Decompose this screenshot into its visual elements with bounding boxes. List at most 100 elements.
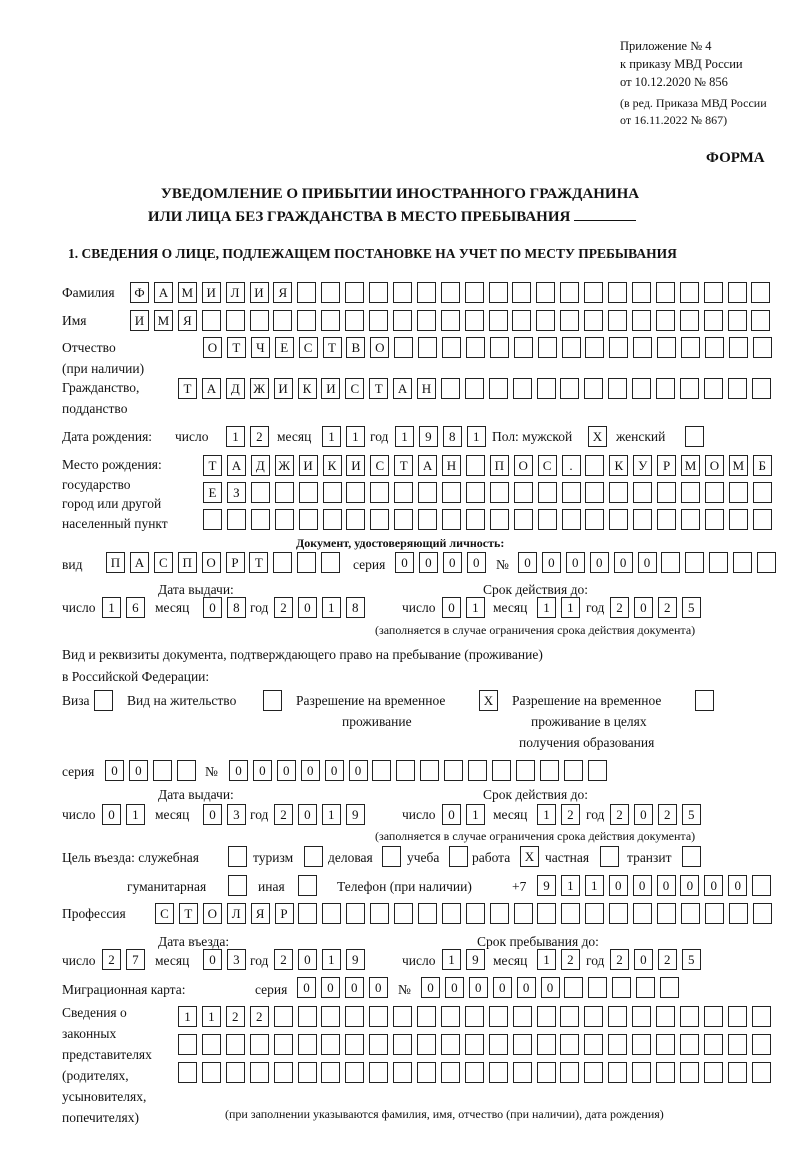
char-box[interactable]	[297, 282, 317, 303]
char-box[interactable]	[679, 1034, 699, 1055]
char-box[interactable]	[560, 310, 580, 331]
char-box[interactable]: К	[322, 455, 342, 476]
char-box[interactable]: З	[226, 482, 246, 503]
char-box[interactable]	[703, 378, 723, 399]
char-box[interactable]	[513, 903, 533, 924]
char-box[interactable]	[685, 552, 705, 573]
char-box[interactable]	[636, 977, 656, 998]
char-box[interactable]: У	[633, 455, 653, 476]
char-box[interactable]: 0	[203, 597, 222, 618]
char-box[interactable]	[561, 509, 581, 530]
char-box[interactable]: Р	[657, 455, 677, 476]
checkbox[interactable]	[94, 690, 113, 711]
char-box[interactable]: .	[561, 455, 581, 476]
char-box[interactable]	[393, 1062, 413, 1083]
char-box[interactable]: 9	[537, 875, 556, 896]
char-box[interactable]	[178, 1034, 197, 1055]
char-box[interactable]	[563, 760, 583, 781]
char-box[interactable]: 0	[105, 760, 124, 781]
char-box[interactable]: 0	[344, 977, 364, 998]
char-box[interactable]: Р	[225, 552, 245, 573]
char-box[interactable]: С	[345, 378, 365, 399]
char-box[interactable]	[321, 282, 341, 303]
char-box[interactable]	[369, 1062, 389, 1083]
char-box[interactable]: 3	[226, 949, 246, 970]
char-box[interactable]: Л	[225, 282, 245, 303]
char-box[interactable]	[201, 310, 221, 331]
char-box[interactable]	[560, 1034, 580, 1055]
char-box[interactable]	[441, 903, 461, 924]
char-box[interactable]	[560, 1062, 580, 1083]
char-box[interactable]	[465, 337, 485, 358]
char-box[interactable]: Я	[250, 903, 270, 924]
char-box[interactable]: 5	[681, 949, 701, 970]
char-box[interactable]: 2	[560, 949, 580, 970]
char-box[interactable]	[631, 310, 651, 331]
char-box[interactable]: 9	[418, 426, 438, 447]
char-box[interactable]	[536, 1062, 556, 1083]
char-box[interactable]: 1	[465, 804, 485, 825]
char-box[interactable]: 0	[442, 804, 461, 825]
char-box[interactable]	[394, 337, 414, 358]
char-box[interactable]: 0	[633, 804, 653, 825]
char-box[interactable]	[656, 903, 676, 924]
char-box[interactable]	[609, 482, 629, 503]
char-box[interactable]	[416, 282, 436, 303]
char-box[interactable]	[512, 378, 532, 399]
char-box[interactable]: А	[201, 378, 221, 399]
char-box[interactable]	[369, 282, 388, 303]
char-box[interactable]	[679, 378, 699, 399]
char-box[interactable]	[608, 378, 628, 399]
char-box[interactable]	[539, 760, 559, 781]
char-box[interactable]: 2	[274, 949, 293, 970]
char-box[interactable]	[733, 552, 753, 573]
char-box[interactable]	[440, 310, 460, 331]
char-box[interactable]: 0	[637, 552, 657, 573]
char-box[interactable]: 0	[728, 875, 748, 896]
char-box[interactable]: 1	[537, 597, 556, 618]
char-box[interactable]	[704, 509, 724, 530]
char-box[interactable]	[489, 509, 509, 530]
char-box[interactable]	[418, 509, 438, 530]
char-box[interactable]	[631, 282, 651, 303]
char-box[interactable]: 2	[249, 1006, 269, 1027]
checkbox[interactable]	[298, 875, 317, 896]
char-box[interactable]: 0	[395, 552, 414, 573]
char-box[interactable]	[321, 310, 341, 331]
char-box[interactable]: О	[704, 455, 724, 476]
char-box[interactable]: 7	[125, 949, 145, 970]
char-box[interactable]: Ч	[250, 337, 270, 358]
char-box[interactable]: И	[201, 282, 221, 303]
char-box[interactable]: 2	[249, 426, 269, 447]
char-box[interactable]	[394, 482, 414, 503]
char-box[interactable]	[703, 1062, 723, 1083]
char-box[interactable]	[298, 482, 318, 503]
char-box[interactable]: Д	[225, 378, 245, 399]
char-box[interactable]	[345, 1062, 365, 1083]
char-box[interactable]: 2	[560, 804, 580, 825]
char-box[interactable]	[488, 378, 508, 399]
char-box[interactable]	[536, 1006, 556, 1027]
char-box[interactable]	[560, 282, 580, 303]
char-box[interactable]	[609, 903, 629, 924]
char-box[interactable]: 0	[297, 977, 316, 998]
char-box[interactable]	[609, 509, 629, 530]
char-box[interactable]	[370, 482, 390, 503]
char-box[interactable]: 0	[442, 552, 462, 573]
char-box[interactable]	[632, 378, 652, 399]
char-box[interactable]	[273, 1062, 293, 1083]
char-box[interactable]	[608, 310, 627, 331]
char-box[interactable]: 0	[466, 552, 486, 573]
checkbox[interactable]	[685, 426, 704, 447]
char-box[interactable]: С	[537, 455, 557, 476]
char-box[interactable]	[418, 337, 438, 358]
char-box[interactable]	[757, 552, 776, 573]
char-box[interactable]: 0	[203, 804, 222, 825]
char-box[interactable]	[728, 903, 748, 924]
char-box[interactable]	[608, 1062, 628, 1083]
checkbox[interactable]	[449, 846, 468, 867]
char-box[interactable]	[609, 337, 629, 358]
char-box[interactable]	[584, 282, 604, 303]
char-box[interactable]: Б	[752, 455, 772, 476]
char-box[interactable]	[727, 1062, 747, 1083]
